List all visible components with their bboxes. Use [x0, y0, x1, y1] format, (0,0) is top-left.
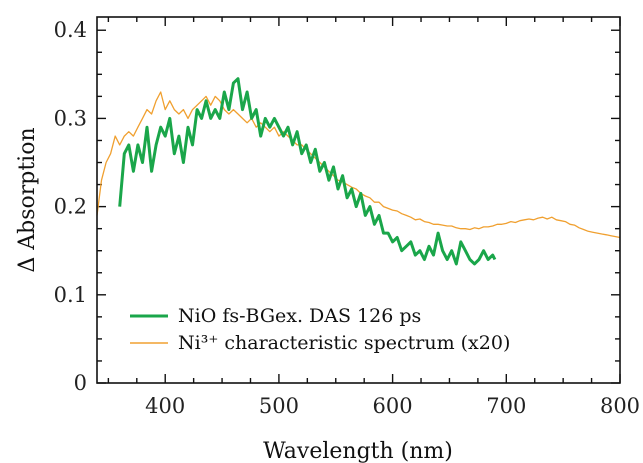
x-tick-label: 400	[145, 394, 185, 418]
y-tick-label: 0.3	[54, 106, 87, 130]
y-tick-label: 0.1	[54, 283, 87, 307]
x-axis-label: Wavelength (nm)	[263, 439, 453, 463]
legend: NiO fs-BGex. DAS 126 ps Ni³⁺ characteris…	[130, 305, 510, 354]
x-tick-label: 700	[486, 394, 526, 418]
legend-label-nio: NiO fs-BGex. DAS 126 ps	[178, 305, 421, 327]
tick-labels: 400 500 600 700 800 0 0.1 0.2 0.3 0.4	[54, 18, 640, 418]
series-layer	[96, 77, 621, 266]
legend-label-ni3: Ni³⁺ characteristic spectrum (x20)	[178, 332, 510, 354]
series-line-ni3	[96, 91, 621, 239]
x-tick-label: 600	[373, 394, 413, 418]
series-line-nio	[118, 77, 497, 266]
y-axis-label: Δ Absorption	[15, 127, 40, 272]
plot-frame	[96, 16, 621, 384]
x-tick-label: 800	[600, 394, 640, 418]
y-tick-label: 0.4	[54, 18, 87, 42]
y-tick-label: 0	[74, 371, 87, 395]
y-tick-label: 0.2	[54, 195, 87, 219]
x-tick-label: 500	[259, 394, 299, 418]
